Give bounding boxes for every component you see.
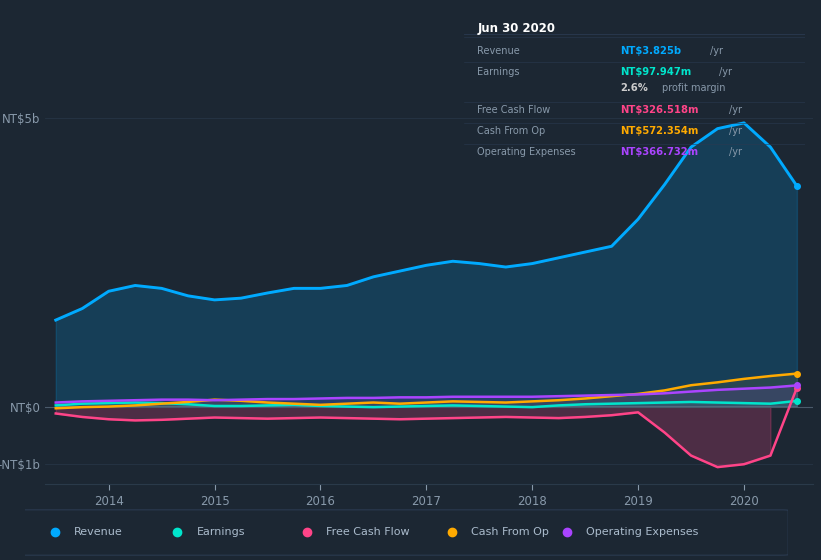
Text: NT$3.825b: NT$3.825b	[621, 46, 681, 56]
Text: Free Cash Flow: Free Cash Flow	[326, 527, 410, 537]
Text: Cash From Op: Cash From Op	[471, 527, 549, 537]
Text: NT$326.518m: NT$326.518m	[621, 105, 699, 115]
Text: /yr: /yr	[729, 147, 742, 157]
Text: Earnings: Earnings	[196, 527, 245, 537]
Text: profit margin: profit margin	[663, 83, 726, 93]
Text: Operating Expenses: Operating Expenses	[586, 527, 698, 537]
Text: Revenue: Revenue	[478, 46, 521, 56]
Text: NT$97.947m: NT$97.947m	[621, 67, 692, 77]
Text: /yr: /yr	[710, 46, 722, 56]
Text: Operating Expenses: Operating Expenses	[478, 147, 576, 157]
Text: NT$572.354m: NT$572.354m	[621, 126, 699, 136]
Text: Revenue: Revenue	[74, 527, 123, 537]
Text: /yr: /yr	[719, 67, 732, 77]
Text: /yr: /yr	[729, 105, 742, 115]
Text: NT$366.732m: NT$366.732m	[621, 147, 699, 157]
Text: /yr: /yr	[729, 126, 742, 136]
Text: Free Cash Flow: Free Cash Flow	[478, 105, 551, 115]
Text: Cash From Op: Cash From Op	[478, 126, 546, 136]
Text: Jun 30 2020: Jun 30 2020	[478, 22, 556, 35]
Text: Earnings: Earnings	[478, 67, 520, 77]
Text: 2.6%: 2.6%	[621, 83, 649, 93]
